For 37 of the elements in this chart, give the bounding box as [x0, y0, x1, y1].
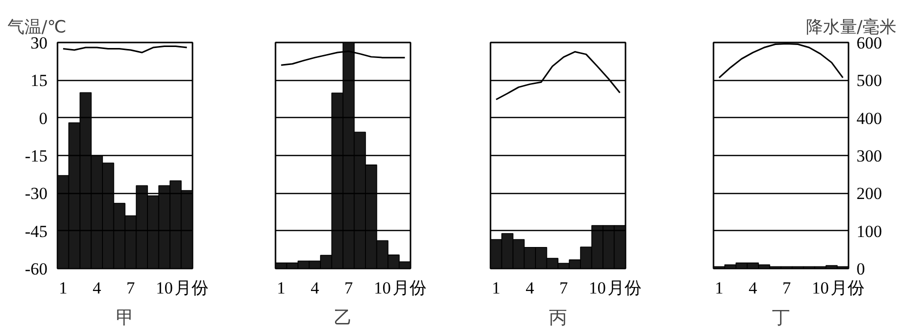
y-tick-label: 0 [39, 108, 48, 128]
text: 丁 [772, 308, 790, 328]
x-tick-label: 4 [526, 278, 535, 298]
y2-tick-label: 500 [856, 71, 882, 90]
line-series [62, 46, 188, 54]
y-tick-label: -30 [24, 184, 48, 204]
y-tick-label: -15 [24, 146, 48, 166]
x-tick-label: 4 [310, 278, 320, 298]
x-axis-title: 月份 [392, 278, 426, 298]
x-tick-label: 1 [492, 278, 500, 298]
x-tick-label: 7 [782, 278, 792, 298]
text: 甲 [116, 308, 134, 328]
y-tick-label: 15 [30, 71, 48, 90]
x-axis-title: 月份 [607, 278, 642, 298]
x-tick-label: 4 [92, 278, 102, 298]
y2-tick-label: 400 [856, 108, 882, 128]
x-tick-label: 7 [344, 278, 354, 298]
x-tick-label: 10 [588, 278, 606, 298]
y-tick-label: -60 [24, 260, 48, 278]
x-tick-label: 10 [156, 278, 173, 298]
y2-tick-label: 0 [856, 260, 865, 278]
x-tick-label: 10 [374, 278, 391, 298]
x-tick-label: 4 [748, 278, 758, 298]
x-tick-label: 7 [559, 278, 568, 298]
y2-tick-label: 100 [856, 222, 882, 241]
x-tick-label: 10 [812, 278, 829, 298]
text: 丙 [549, 308, 567, 328]
x-tick-label: 1 [276, 278, 286, 298]
text: 乙 [334, 308, 352, 328]
x-tick-label: 1 [58, 278, 68, 298]
y-tick-label: -45 [24, 222, 48, 241]
x-axis-title: 月份 [830, 278, 864, 298]
y2-tick-label: 300 [856, 146, 882, 166]
x-axis-title: 月份 [174, 278, 208, 298]
x-tick-label: 7 [126, 278, 136, 298]
y2-tick-label: 200 [856, 184, 882, 204]
x-tick-label: 1 [714, 278, 724, 298]
